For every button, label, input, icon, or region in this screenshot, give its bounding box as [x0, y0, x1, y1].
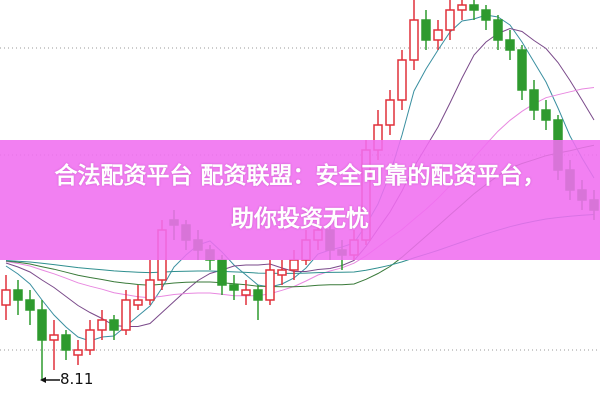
candle-up	[277, 269, 287, 276]
candle-up	[433, 29, 443, 41]
candle-up	[445, 9, 455, 31]
candle-down	[505, 39, 515, 51]
candle-up	[85, 329, 95, 351]
candle-down	[517, 49, 527, 91]
candle-down	[421, 19, 431, 41]
candle-down	[25, 299, 35, 311]
candle-up	[73, 349, 83, 356]
arrow-head-icon	[40, 377, 46, 383]
min-price-label: 8.11	[60, 370, 94, 388]
candle-up	[397, 59, 407, 101]
candle-up	[1, 289, 11, 306]
candle-down	[217, 259, 227, 286]
candle-up	[265, 269, 275, 301]
candle-up	[145, 279, 155, 301]
title-line-2: 助你投资无忧	[231, 206, 369, 232]
candle-up	[133, 299, 143, 306]
candle-down	[37, 309, 47, 341]
article-title: 合法配资平台 配资联盟：安全可靠的配资平台， 助你投资无忧	[0, 155, 600, 241]
candle-down	[529, 89, 539, 111]
candle-down	[541, 109, 551, 121]
candle-up	[49, 334, 59, 341]
candle-down	[493, 19, 503, 41]
candle-up	[457, 4, 467, 11]
candle-up	[97, 319, 107, 331]
candle-down	[13, 289, 23, 301]
candle-down	[109, 319, 119, 331]
title-line-1: 合法配资平台 配资联盟：安全可靠的配资平台，	[54, 163, 546, 189]
title-banner	[0, 140, 600, 260]
candle-up	[385, 99, 395, 126]
candle-up	[241, 289, 251, 296]
candle-up	[409, 19, 419, 61]
candle-down	[229, 284, 239, 291]
ma-line-20	[5, 87, 595, 299]
candle-down	[253, 289, 263, 301]
candle-up	[289, 259, 299, 271]
candle-up	[121, 299, 131, 331]
candle-down	[61, 334, 71, 351]
candle-down	[481, 9, 491, 21]
candle-down	[469, 4, 479, 11]
